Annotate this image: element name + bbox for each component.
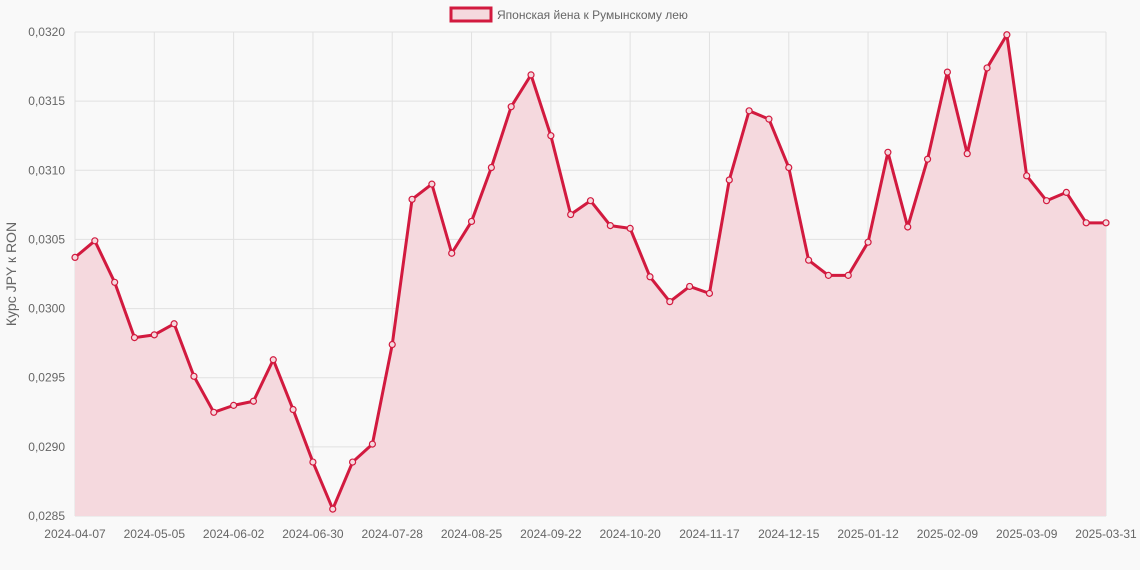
data-point[interactable] <box>487 163 495 172</box>
y-axis-title: Курс JPY к RON <box>3 222 19 326</box>
data-point[interactable] <box>567 210 575 219</box>
y-tick-label: 0,0315 <box>28 94 65 108</box>
data-point[interactable] <box>725 176 733 184</box>
y-tick-label: 0,0320 <box>28 25 65 39</box>
data-point[interactable] <box>408 195 416 203</box>
series-area-fill <box>75 34 1106 517</box>
data-point[interactable] <box>1023 172 1031 180</box>
y-tick-label: 0,0305 <box>28 232 65 246</box>
legend-swatch[interactable] <box>449 6 493 23</box>
data-point[interactable] <box>745 107 753 115</box>
data-point[interactable] <box>666 298 674 306</box>
y-axis-ticks: 0,0285 0,0290 0,0295 0,0300 0,0305 0,0310 0,03… <box>28 25 65 523</box>
data-point[interactable] <box>547 132 555 140</box>
data-point[interactable] <box>1062 188 1070 197</box>
data-point[interactable] <box>348 458 357 466</box>
x-tick-label: 2024-06-30 <box>282 527 344 541</box>
x-tick-label: 2024-04-07 <box>44 527 106 541</box>
x-tick-label: 2024-08-25 <box>441 527 503 541</box>
data-point[interactable] <box>963 150 971 158</box>
data-point[interactable] <box>1082 219 1090 227</box>
x-axis-ticks: 2024-04-07 2024-05-05 2024-06-02 2024-06-30… <box>44 527 1137 541</box>
x-tick-label: 2024-06-02 <box>203 527 265 541</box>
x-tick-label: 2025-01-12 <box>837 527 899 541</box>
data-point[interactable] <box>943 68 951 76</box>
x-tick-label: 2024-09-22 <box>520 527 582 541</box>
y-tick-label: 0,0290 <box>28 440 65 454</box>
data-point[interactable] <box>249 397 258 405</box>
data-point[interactable] <box>170 320 178 328</box>
data-point[interactable] <box>448 249 456 257</box>
data-point[interactable] <box>527 71 535 79</box>
y-tick-label: 0,0285 <box>28 509 65 523</box>
data-point[interactable] <box>804 256 813 264</box>
data-point[interactable] <box>329 505 337 513</box>
data-point[interactable] <box>309 458 317 466</box>
series-area <box>75 34 1106 517</box>
data-point[interactable] <box>586 197 595 205</box>
series-points <box>71 31 1110 513</box>
data-point[interactable] <box>230 401 238 409</box>
data-point[interactable] <box>467 217 476 226</box>
data-point[interactable] <box>210 408 218 416</box>
data-point[interactable] <box>1042 197 1051 205</box>
data-point[interactable] <box>904 223 912 231</box>
data-point[interactable] <box>388 340 396 349</box>
data-point[interactable] <box>428 180 436 188</box>
legend-label[interactable]: Японская йена к Румынскому лею <box>497 8 688 22</box>
data-point[interactable] <box>646 273 654 281</box>
y-tick-label: 0,0310 <box>28 163 65 177</box>
x-tick-label: 2024-07-28 <box>362 527 424 541</box>
x-tick-label: 2024-11-17 <box>679 527 740 541</box>
data-point[interactable] <box>1003 31 1011 39</box>
data-point[interactable] <box>844 271 852 279</box>
data-point[interactable] <box>368 440 376 448</box>
data-point[interactable] <box>824 271 833 279</box>
x-tick-label: 2024-05-05 <box>124 527 186 541</box>
data-point[interactable] <box>150 331 158 339</box>
data-point[interactable] <box>1102 219 1110 227</box>
data-point[interactable] <box>765 115 773 123</box>
data-point[interactable] <box>606 222 614 230</box>
data-point[interactable] <box>884 148 892 156</box>
data-point[interactable] <box>91 237 99 245</box>
data-point[interactable] <box>705 289 714 297</box>
data-point[interactable] <box>130 334 139 342</box>
y-tick-label: 0,0295 <box>28 371 65 385</box>
x-tick-label: 2025-02-09 <box>917 527 979 541</box>
data-point[interactable] <box>626 224 634 232</box>
data-point[interactable] <box>686 282 694 291</box>
x-tick-label: 2025-03-09 <box>996 527 1058 541</box>
data-point[interactable] <box>289 405 297 414</box>
data-point[interactable] <box>111 278 119 286</box>
data-point[interactable] <box>923 155 932 163</box>
data-point[interactable] <box>864 238 872 246</box>
data-point[interactable] <box>507 103 515 111</box>
x-tick-label: 2025-03-31 <box>1075 527 1137 541</box>
y-tick-label: 0,0300 <box>28 302 65 316</box>
data-point[interactable] <box>71 253 79 262</box>
data-point[interactable] <box>269 356 277 364</box>
x-tick-label: 2024-12-15 <box>758 527 820 541</box>
data-point[interactable] <box>983 64 991 72</box>
x-tick-label: 2024-10-20 <box>599 527 661 541</box>
data-point[interactable] <box>190 372 198 380</box>
legend[interactable]: Японская йена к Румынскому лею <box>449 6 688 23</box>
data-point[interactable] <box>785 163 793 172</box>
